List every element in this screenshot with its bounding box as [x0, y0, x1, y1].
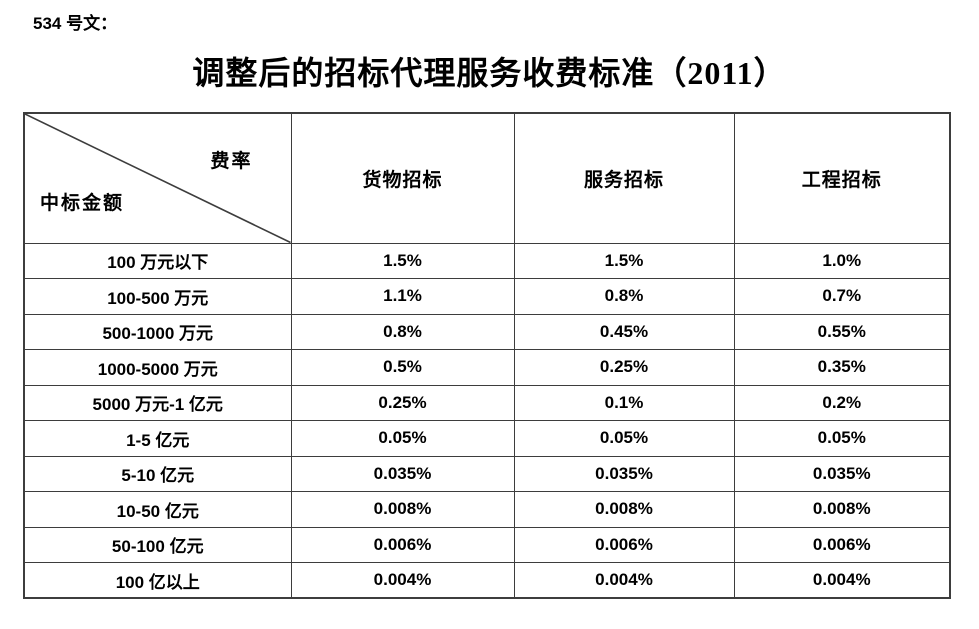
service-rate-cell: 0.1%	[513, 384, 735, 421]
doc-number-label: 534 号文：	[33, 14, 118, 33]
service-rate-cell: 0.8%	[513, 278, 735, 315]
goods-rate-cell: 0.5%	[290, 349, 515, 386]
goods-rate-cell: 0.05%	[290, 420, 515, 457]
service-rate-cell: 0.006%	[513, 526, 735, 563]
works-rate-cell: 0.008%	[733, 491, 951, 528]
works-rate-cell: 0.2%	[733, 384, 951, 421]
table-row: 1000-5000 万元 0.5% 0.25% 0.35%	[23, 349, 951, 386]
table-header-row: 费率 中标金额 货物招标 服务招标 工程招标	[23, 112, 951, 244]
service-rate-cell: 0.45%	[513, 313, 735, 350]
diagonal-divider-line	[25, 114, 291, 243]
goods-rate-cell: 0.035%	[290, 455, 515, 492]
amount-range-cell: 1-5 亿元	[23, 420, 292, 457]
works-rate-cell: 0.05%	[733, 420, 951, 457]
service-rate-cell: 0.25%	[513, 349, 735, 386]
corner-amount-label: 中标金额	[40, 192, 125, 214]
corner-rate-label: 费率	[210, 151, 253, 172]
amount-range-cell: 100 亿以上	[23, 562, 292, 599]
amount-range-cell: 5-10 亿元	[23, 455, 292, 492]
amount-range-cell: 100-500 万元	[23, 278, 292, 315]
amount-range-cell: 5000 万元-1 亿元	[23, 384, 292, 421]
service-rate-cell: 1.5%	[513, 242, 735, 279]
works-rate-cell: 0.55%	[733, 313, 951, 350]
service-rate-cell: 0.004%	[513, 562, 735, 599]
fee-table: 费率 中标金额 货物招标 服务招标 工程招标 100 万元以下 1.5% 1.5…	[23, 112, 951, 599]
amount-range-cell: 1000-5000 万元	[23, 349, 292, 386]
goods-rate-cell: 0.25%	[290, 384, 515, 421]
works-rate-cell: 1.0%	[733, 242, 951, 279]
amount-range-cell: 100 万元以下	[23, 242, 292, 279]
service-rate-cell: 0.05%	[513, 420, 735, 457]
column-header-goods: 货物招标	[290, 112, 515, 244]
table-row: 100 亿以上 0.004% 0.004% 0.004%	[23, 562, 951, 599]
amount-range-cell: 50-100 亿元	[23, 526, 292, 563]
table-row: 5000 万元-1 亿元 0.25% 0.1% 0.2%	[23, 384, 951, 421]
table-row: 10-50 亿元 0.008% 0.008% 0.008%	[23, 491, 951, 528]
works-rate-cell: 0.7%	[733, 278, 951, 315]
goods-rate-cell: 1.1%	[290, 278, 515, 315]
table-row: 100-500 万元 1.1% 0.8% 0.7%	[23, 278, 951, 315]
table-row: 500-1000 万元 0.8% 0.45% 0.55%	[23, 313, 951, 350]
amount-range-cell: 10-50 亿元	[23, 491, 292, 528]
goods-rate-cell: 0.004%	[290, 562, 515, 599]
corner-cell: 费率 中标金额	[23, 112, 292, 244]
service-rate-cell: 0.035%	[513, 455, 735, 492]
goods-rate-cell: 0.008%	[290, 491, 515, 528]
service-rate-cell: 0.008%	[513, 491, 735, 528]
goods-rate-cell: 0.8%	[290, 313, 515, 350]
page-title: 调整后的招标代理服务收费标准（2011）	[192, 55, 787, 91]
column-header-works: 工程招标	[733, 112, 951, 244]
works-rate-cell: 0.35%	[733, 349, 951, 386]
works-rate-cell: 0.035%	[733, 455, 951, 492]
column-header-service: 服务招标	[513, 112, 735, 244]
works-rate-cell: 0.006%	[733, 526, 951, 563]
table-row: 100 万元以下 1.5% 1.5% 1.0%	[23, 242, 951, 279]
table-row: 1-5 亿元 0.05% 0.05% 0.05%	[23, 420, 951, 457]
goods-rate-cell: 0.006%	[290, 526, 515, 563]
goods-rate-cell: 1.5%	[290, 242, 515, 279]
amount-range-cell: 500-1000 万元	[23, 313, 292, 350]
table-row: 50-100 亿元 0.006% 0.006% 0.006%	[23, 526, 951, 563]
table-row: 5-10 亿元 0.035% 0.035% 0.035%	[23, 455, 951, 492]
works-rate-cell: 0.004%	[733, 562, 951, 599]
